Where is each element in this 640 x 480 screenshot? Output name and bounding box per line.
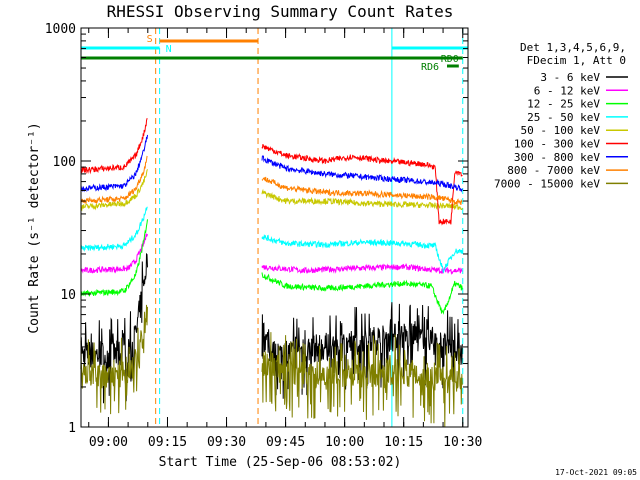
legend-header: Det 1,3,4,5,6,9,: [520, 41, 626, 54]
y-axis-label: Count Rate (s⁻¹ detector⁻¹): [27, 122, 42, 333]
x-tick-label: 09:30: [207, 435, 246, 450]
series-line: [80, 252, 148, 404]
flag-label: RD6: [421, 62, 439, 73]
y-tick-label: 10: [60, 288, 76, 303]
legend-entry-label: 100 - 300 keV: [514, 138, 600, 151]
x-tick-label: 09:15: [148, 435, 187, 450]
series-line: [80, 304, 148, 415]
axis-ticks: 1 10 100 1000 09:00 09:15 09:30 09:45 10:00 10:15…: [45, 22, 483, 450]
series-line: [261, 188, 463, 211]
series-line: [261, 302, 463, 399]
flag-label: N: [166, 44, 172, 55]
x-tick-label: 10:00: [325, 435, 364, 450]
x-tick-label: 09:00: [89, 435, 128, 450]
legend-entry-label: 50 - 100 keV: [521, 124, 601, 137]
series-line: [261, 144, 463, 226]
x-tick-label: 09:45: [266, 435, 305, 450]
y-tick-label: 100: [53, 155, 76, 170]
flag-label: S: [147, 34, 153, 45]
legend-entry-label: 300 - 800 keV: [514, 151, 600, 164]
legend-header: FDecim 1, Att 0: [527, 54, 626, 67]
x-tick-label: 10:15: [384, 435, 423, 450]
x-tick-label: 10:30: [443, 435, 482, 450]
legend-entry-label: 800 - 7000 keV: [507, 164, 600, 177]
series-line: [80, 134, 148, 193]
series-line: [80, 233, 148, 274]
legend-entry-label: 6 - 12 keV: [534, 84, 601, 97]
series-line: [80, 219, 148, 297]
series-line: [261, 332, 463, 428]
timestamp-label: 17-Oct-2021 09:05: [555, 468, 637, 477]
legend-entry-label: 12 - 25 keV: [527, 98, 600, 111]
plot-frame: [80, 27, 469, 428]
x-axis-label: Start Time (25-Sep-06 08:53:02): [159, 455, 402, 470]
series-line: [261, 263, 463, 276]
series-line: [80, 155, 148, 204]
series-line: [261, 272, 463, 315]
legend-entry-label: 3 - 6 keV: [540, 71, 600, 84]
series-line: [80, 169, 148, 212]
chart-title: RHESSI Observing Summary Count Rates: [107, 2, 454, 21]
series-line: [261, 176, 463, 206]
legend: Det 1,3,4,5,6,9,FDecim 1, Att 0 3 - 6 keV…: [494, 41, 628, 190]
series-line: [80, 118, 148, 175]
legend-entry-label: 25 - 50 keV: [527, 111, 600, 124]
series-line: [261, 233, 463, 273]
legend-entry-label: 7000 - 15000 keV: [494, 177, 600, 190]
y-tick-label: 1000: [45, 22, 76, 37]
y-tick-label: 1: [68, 421, 76, 436]
series-line: [80, 206, 148, 252]
flag-label: RD0: [441, 54, 459, 65]
series-line: [261, 155, 463, 193]
